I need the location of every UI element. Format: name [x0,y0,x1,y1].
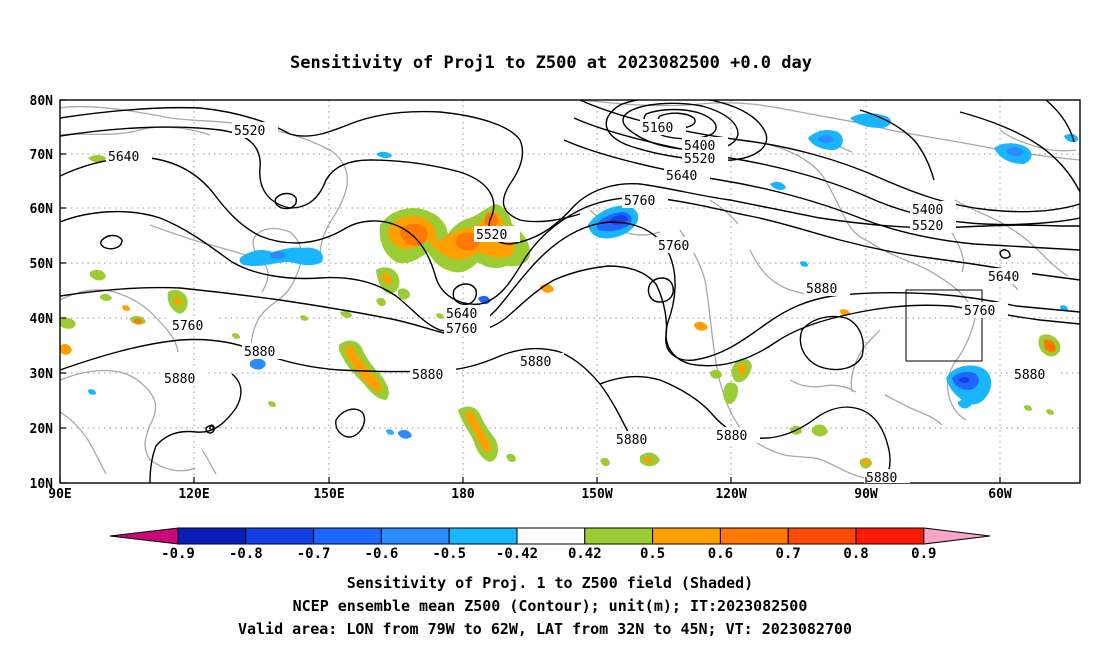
colorbar-left-extension [109,527,179,545]
contour-label: 5160 [642,121,673,136]
contour-label: 5880 [164,372,195,387]
colorbar-swatch [380,527,450,545]
contour-label: 5640 [988,270,1019,285]
contour-label: 5880 [520,355,551,370]
y-tick-label: 80N [30,94,54,109]
y-tick-label: 10N [30,477,54,492]
x-tick-label: 90W [854,487,878,502]
contour-label: 5520 [476,228,507,243]
colorbar-swatch [177,527,247,545]
colorbar-level-label: -0.6 [365,546,399,562]
y-axis-ticks: 10N 20N 30N 40N 50N 60N 70N 80N [30,94,66,492]
coastlines [60,100,1080,483]
contour-label: 5880 [716,429,747,444]
x-tick-label: 120W [715,487,746,502]
x-tick-label: 150E [313,487,344,502]
contour-label: 5520 [234,124,265,139]
map-panel: 5520 5640 5160 5400 5520 5640 5760 5760 … [30,94,1081,502]
footer-line-1: Sensitivity of Proj. 1 to Z500 field (Sh… [347,574,753,592]
footer-line-2: NCEP ensemble mean Z500 (Contour); unit(… [293,597,808,615]
contour-label: 5760 [172,319,203,334]
colorbar: -0.9 -0.8 -0.7 -0.6 -0.5 -0.42 0.42 0.5 0.6 0.7 0.… [109,527,991,562]
colorbar-level-label: 0.42 [568,546,602,562]
map-background [60,100,1080,483]
colorbar-level-label: -0.8 [229,546,263,562]
y-tick-label: 40N [30,312,54,327]
contour-label: 5880 [1014,368,1045,383]
x-axis-ticks: 90E 120E 150E 180 150W 120W 90W 60W [48,477,1012,502]
contour-label: 5760 [624,194,655,209]
contour-label: 5640 [108,150,139,165]
y-tick-label: 60N [30,202,54,217]
x-tick-label: 180 [451,487,475,502]
figure-title: Sensitivity of Proj1 to Z500 at 20230825… [290,53,812,73]
y-tick-label: 20N [30,422,54,437]
x-tick-label: 150W [581,487,612,502]
colorbar-swatch [855,527,925,545]
colorbar-swatch [516,527,586,545]
contour-label: 5880 [806,282,837,297]
sensitivity-shading [60,113,1078,469]
contour-label: 5640 [446,307,477,322]
contour-label: 5880 [244,345,275,360]
colorbar-swatch [448,527,518,545]
footer-line-3: Valid area: LON from 79W to 62W, LAT fro… [238,620,852,638]
colorbar-level-label: -0.5 [432,546,466,562]
colorbar-level-label: -0.42 [496,546,538,562]
colorbar-level-label: 0.7 [776,546,801,562]
map-frame [59,99,1081,484]
colorbar-level-label: 0.5 [640,546,665,562]
colorbar-level-label: 0.9 [911,546,936,562]
contour-label: 5520 [684,152,715,167]
colorbar-level-label: 0.6 [708,546,733,562]
contour-label: 5760 [964,304,995,319]
colorbar-swatch [652,527,721,545]
y-tick-label: 70N [30,148,54,163]
contour-label: 5400 [912,203,943,218]
colorbar-level-label: -0.7 [297,546,331,562]
colorbar-level-label: 0.8 [843,546,868,562]
colorbar-swatch [787,527,857,545]
colorbar-swatch [313,527,382,545]
contour-label: 5880 [616,433,647,448]
contour-label: 5760 [658,239,689,254]
colorbar-level-label: -0.9 [161,546,195,562]
colorbar-swatch [245,527,315,545]
colorbar-swatch [719,527,789,545]
contour-label: 5880 [412,368,443,383]
contour-label: 5880 [866,471,897,486]
y-tick-label: 50N [30,257,54,272]
colorbar-right-extension [923,527,991,545]
contour-label: 5640 [666,169,697,184]
contour-label: 5520 [912,219,943,234]
x-tick-label: 120E [178,487,209,502]
contour-label: 5760 [446,322,477,337]
x-tick-label: 90E [48,487,71,502]
contour-labels: 5520 5640 5160 5400 5520 5640 5760 5760 … [106,119,1058,486]
valid-area-box [905,289,983,362]
colorbar-swatch [584,527,654,545]
x-tick-label: 60W [988,487,1012,502]
y-tick-label: 30N [30,367,54,382]
